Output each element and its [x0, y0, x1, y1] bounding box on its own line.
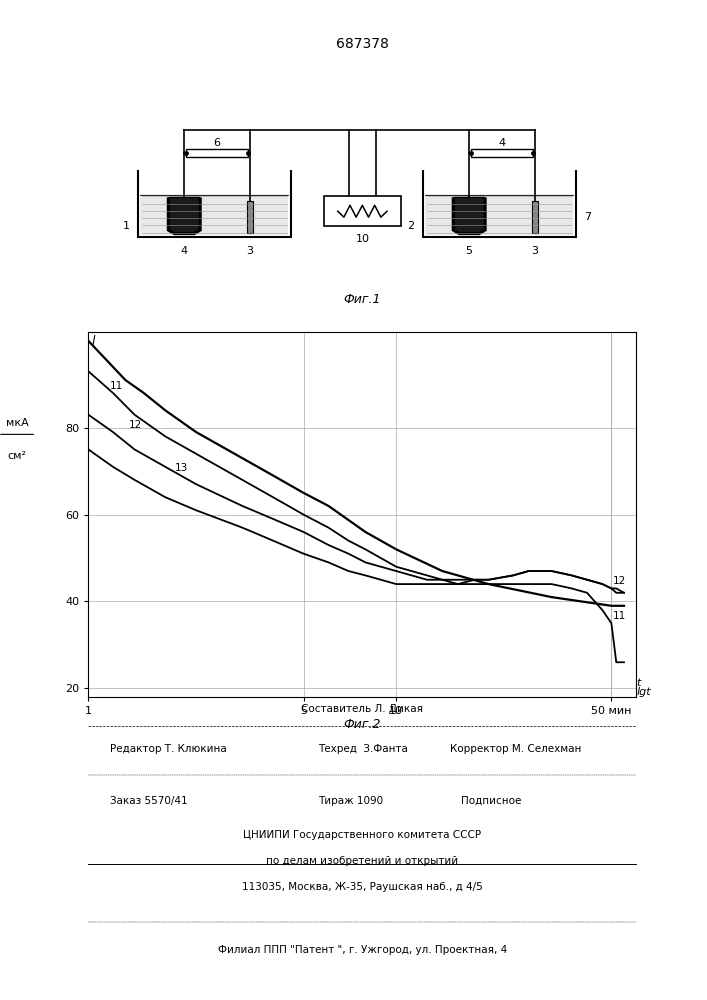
Bar: [324, 196, 401, 226]
Text: Заказ 5570/41: Заказ 5570/41: [110, 796, 188, 806]
Text: l: l: [91, 335, 95, 348]
Text: 5: 5: [466, 246, 473, 256]
Text: Составитель Л. Дикая: Составитель Л. Дикая: [301, 704, 423, 714]
Bar: [471, 149, 533, 157]
Text: мкА: мкА: [6, 418, 28, 428]
Text: 3: 3: [247, 246, 254, 256]
Bar: [426, 194, 573, 235]
Text: Редактор Т. Клюкина: Редактор Т. Клюкина: [110, 744, 227, 754]
Text: 10: 10: [356, 234, 369, 244]
Text: 4: 4: [498, 138, 506, 148]
Text: 4: 4: [181, 246, 188, 256]
Polygon shape: [169, 197, 199, 233]
Text: 3: 3: [532, 246, 539, 256]
Text: Фиг.2: Фиг.2: [344, 718, 381, 731]
Bar: [186, 149, 248, 157]
Text: t: t: [636, 678, 641, 688]
Text: 1: 1: [122, 221, 129, 231]
Bar: [532, 201, 538, 233]
Text: 12: 12: [613, 576, 626, 586]
Text: 2: 2: [407, 221, 414, 231]
Text: см²: см²: [8, 451, 27, 461]
Text: 7: 7: [584, 212, 591, 222]
Text: по делам изобретений и открытий: по делам изобретений и открытий: [267, 856, 458, 866]
Text: Корректор М. Селехман: Корректор М. Селехман: [450, 744, 581, 754]
Text: Подписное: Подписное: [461, 796, 521, 806]
Text: 687378: 687378: [336, 37, 389, 51]
Text: ЦНИИПИ Государственного комитета СССР: ЦНИИПИ Государственного комитета СССР: [243, 830, 481, 840]
Bar: [141, 194, 288, 235]
Polygon shape: [454, 197, 484, 233]
Text: Фиг.1: Фиг.1: [344, 293, 381, 306]
Text: 11: 11: [110, 381, 123, 391]
Text: 113035, Москва, Ж-35, Раушская наб., д 4/5: 113035, Москва, Ж-35, Раушская наб., д 4…: [242, 882, 483, 892]
Text: Тираж 1090: Тираж 1090: [319, 796, 384, 806]
Bar: [247, 201, 253, 233]
Text: 13: 13: [175, 463, 188, 473]
Text: 6: 6: [214, 138, 221, 148]
Text: Техред  З.Фанта: Техред З.Фанта: [319, 744, 409, 754]
Text: lgt: lgt: [636, 687, 651, 697]
Text: 11: 11: [613, 611, 626, 621]
Text: Филиал ППП "Патент ", г. Ужгород, ул. Проектная, 4: Филиал ППП "Патент ", г. Ужгород, ул. Пр…: [218, 945, 507, 955]
Text: 12: 12: [129, 420, 141, 430]
